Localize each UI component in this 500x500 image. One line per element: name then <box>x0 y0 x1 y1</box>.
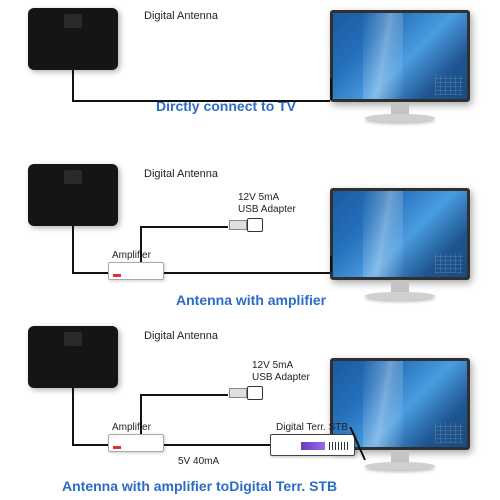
connection-row-1: Digital Antenna Antenna with amplifier Amp… <box>0 162 500 322</box>
usb-label: 12V 5mAUSB Adapter <box>252 360 310 384</box>
cable <box>72 100 330 102</box>
cable <box>72 444 108 446</box>
cable <box>164 272 330 274</box>
stb-label: Digital Terr. STB <box>276 422 348 433</box>
connection-row-0: Digital AntennaDirctly connect to TV <box>0 0 500 160</box>
usb-label: 12V 5mAUSB Adapter <box>238 192 296 216</box>
cable <box>140 394 142 434</box>
cable <box>72 70 74 100</box>
usb-plug-icon <box>229 218 263 232</box>
antenna-icon <box>28 326 118 388</box>
connection-row-2: Digital AntennaAntenna with amplifier to… <box>0 326 500 486</box>
cable <box>72 272 108 274</box>
antenna-icon <box>28 8 118 70</box>
antenna-label: Digital Antenna <box>144 10 218 22</box>
row-title: Antenna with amplifier <box>176 292 326 308</box>
monitor-icon <box>330 10 470 130</box>
amplifier-label: Amplifier <box>112 250 151 261</box>
cable <box>72 226 74 272</box>
row-title: Antenna with amplifier toDigital Terr. S… <box>62 478 337 494</box>
usb-plug-icon <box>229 386 263 400</box>
monitor-icon <box>330 188 470 308</box>
antenna-label: Digital Antenna <box>144 168 218 180</box>
cable <box>140 226 228 228</box>
cable <box>330 78 332 100</box>
cable <box>140 226 142 262</box>
cable <box>164 444 270 446</box>
amplifier-icon <box>108 262 164 280</box>
voltage-5v-label: 5V 40mA <box>178 456 219 467</box>
cable <box>330 256 332 272</box>
cable <box>72 388 74 444</box>
set-top-box-icon <box>270 434 355 456</box>
cable <box>140 394 228 396</box>
amplifier-icon <box>108 434 164 452</box>
antenna-icon <box>28 164 118 226</box>
amplifier-label: Amplifier <box>112 422 151 433</box>
monitor-icon <box>330 358 470 478</box>
antenna-label: Digital Antenna <box>144 330 218 342</box>
